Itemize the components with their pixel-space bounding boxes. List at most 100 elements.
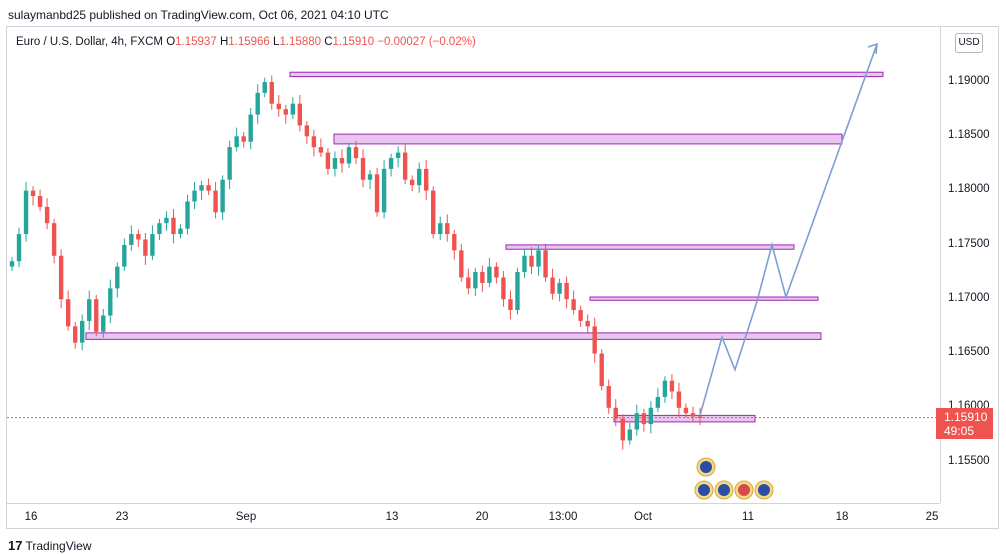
candle-body — [360, 158, 366, 180]
candle-body — [620, 418, 625, 441]
low-value: 1.15880 — [279, 36, 322, 48]
currency-button[interactable]: USD — [955, 33, 983, 53]
candle-body — [227, 147, 232, 180]
candle-body — [431, 190, 436, 235]
zone-rectangle — [589, 296, 819, 301]
candle-body — [185, 201, 190, 229]
zone-rectangle — [85, 332, 822, 340]
candle-body — [122, 244, 127, 267]
last-price-value: 1.15910 — [944, 410, 988, 424]
brand-name: TradingView — [25, 539, 92, 553]
candle-body — [171, 217, 176, 235]
candle-body — [515, 272, 520, 311]
candle-body — [388, 158, 394, 169]
candle-body — [416, 168, 422, 186]
price-tick: 1.18000 — [948, 183, 990, 195]
time-tick: Oct — [634, 511, 652, 523]
price-tick: 1.16500 — [948, 346, 990, 358]
last-price-tag: 1.15910 49:05 — [936, 408, 993, 439]
candle-body — [438, 223, 443, 235]
candle-body — [480, 272, 485, 283]
tradingview-logo[interactable]: 17 TradingView — [8, 538, 92, 553]
candle-body — [262, 82, 267, 93]
candle-body — [669, 380, 675, 392]
candle-body — [44, 206, 50, 224]
time-tick: 16 — [24, 511, 38, 523]
candle-body — [662, 380, 668, 397]
candle-body — [606, 386, 611, 408]
change-value: −0.00027 (−0.02%) — [377, 36, 476, 48]
candle-body — [346, 147, 352, 164]
time-tick: 13:00 — [548, 511, 578, 523]
candle-body — [241, 136, 246, 142]
high-value: 1.15966 — [228, 36, 270, 48]
candle-body — [325, 152, 331, 169]
arrow-head-icon — [867, 42, 878, 55]
time-tick: 20 — [475, 511, 489, 523]
candle-body — [101, 315, 106, 332]
chart-frame — [6, 26, 999, 529]
candle-body — [199, 185, 204, 191]
price-tick: 1.19000 — [948, 75, 990, 87]
candle-body — [557, 282, 562, 294]
candle-body — [599, 353, 604, 387]
candle-body — [290, 103, 296, 115]
candle-body — [30, 190, 36, 197]
candle-body — [613, 407, 618, 419]
candle-body — [452, 234, 457, 251]
close-value: 1.15910 — [332, 36, 375, 48]
candle-body — [339, 158, 345, 164]
candle-body — [508, 299, 513, 311]
candle-body — [115, 266, 120, 289]
candle-body — [424, 168, 429, 191]
candle-body — [94, 299, 99, 332]
candle-body — [353, 147, 359, 159]
candle-body — [381, 168, 387, 213]
candle-body — [9, 261, 15, 267]
candle-body — [297, 103, 303, 126]
candle-body — [234, 136, 239, 148]
projection-layer — [699, 42, 878, 416]
time-tick: 13 — [385, 511, 399, 523]
candle-body — [65, 299, 71, 327]
candle-body — [255, 92, 260, 115]
candle-body — [311, 136, 317, 148]
publisher-line: sulaymanbd25 published on TradingView.co… — [8, 8, 389, 22]
candle-body — [550, 277, 555, 294]
zone-rectangle — [613, 414, 756, 423]
candle-body — [51, 223, 57, 256]
candle-body — [494, 266, 499, 278]
candle-body — [634, 413, 640, 430]
candle-body — [501, 277, 506, 300]
time-tick: 25 — [925, 511, 939, 523]
candle-body — [178, 228, 183, 235]
time-tick: Sep — [235, 511, 257, 523]
candle-body — [445, 223, 450, 235]
price-tick: 1.17500 — [948, 238, 990, 250]
price-axis[interactable] — [940, 27, 999, 503]
candle-body — [136, 234, 141, 240]
candle-body — [578, 310, 583, 321]
candle-body — [192, 190, 197, 202]
candle-body — [16, 234, 22, 262]
candle-body — [459, 250, 464, 278]
candle-body — [655, 396, 661, 408]
candle-body — [276, 103, 281, 110]
candle-body — [466, 277, 471, 289]
candle-body — [143, 239, 148, 256]
candle-body — [108, 288, 113, 316]
candle-body — [641, 413, 647, 425]
projection-path — [699, 43, 878, 416]
symbol-name[interactable]: Euro / U.S. Dollar, 4h, FXCM — [16, 36, 163, 48]
price-tick: 1.17000 — [948, 292, 990, 304]
candle-body — [473, 272, 478, 289]
candle-body — [395, 152, 401, 159]
open-label: O — [166, 36, 176, 48]
candle-body — [37, 196, 43, 207]
high-label: H — [219, 36, 229, 48]
candle-body — [248, 114, 253, 142]
candle-body — [690, 413, 696, 417]
time-axis[interactable] — [7, 503, 940, 529]
candle-body — [529, 255, 534, 267]
